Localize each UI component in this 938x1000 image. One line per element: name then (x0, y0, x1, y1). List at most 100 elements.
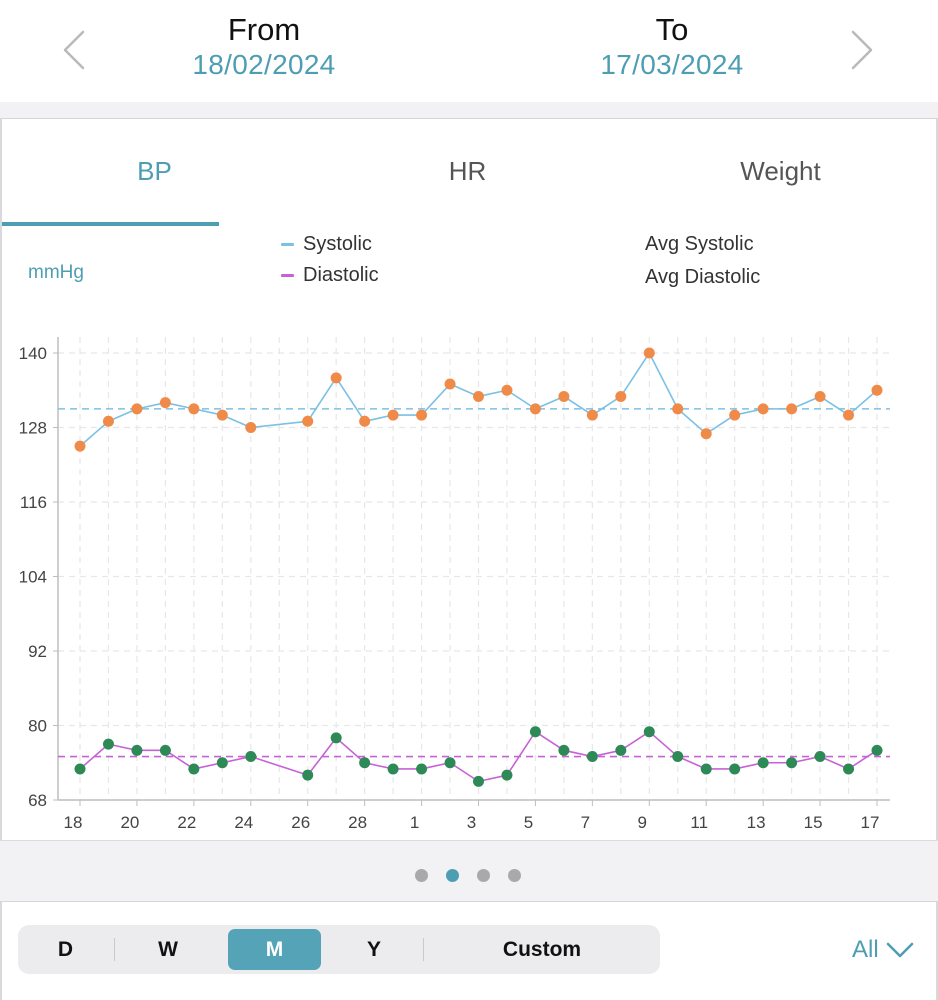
period-year-button[interactable]: Y (366, 937, 381, 961)
to-date: 17/03/2024 (600, 49, 744, 80)
x-tick-label: 18 (64, 813, 83, 832)
active-tab-indicator (2, 222, 219, 226)
from-label: From (227, 12, 301, 47)
diastolic-data-point[interactable] (814, 751, 826, 763)
systolic-data-point[interactable] (302, 415, 314, 427)
y-tick-label: 68 (28, 791, 47, 810)
tab-weight[interactable]: Weight (740, 155, 821, 186)
pager-dot[interactable] (446, 869, 459, 882)
diastolic-data-point[interactable] (159, 744, 171, 756)
period-week-button[interactable]: W (158, 937, 178, 961)
systolic-data-point[interactable] (786, 403, 798, 415)
diastolic-data-point[interactable] (245, 751, 257, 763)
diastolic-data-point[interactable] (586, 751, 598, 763)
diastolic-data-point[interactable] (871, 744, 883, 756)
diastolic-data-point[interactable] (188, 763, 200, 775)
from-date-block[interactable]: From 18/02/2024 (134, 12, 394, 82)
systolic-data-point[interactable] (586, 409, 598, 421)
diastolic-data-point[interactable] (359, 757, 371, 769)
systolic-data-point[interactable] (615, 390, 627, 402)
x-tick-label: 24 (234, 813, 253, 832)
diastolic-data-point[interactable] (843, 763, 855, 775)
diastolic-data-point[interactable] (558, 744, 570, 756)
y-tick-label: 128 (19, 419, 47, 438)
diastolic-data-point[interactable] (643, 726, 655, 738)
next-period-button[interactable] (838, 20, 886, 80)
systolic-data-point[interactable] (473, 390, 484, 402)
from-date: 18/02/2024 (192, 49, 336, 80)
diastolic-data-point[interactable] (74, 763, 86, 775)
systolic-data-point[interactable] (871, 384, 883, 396)
x-tick-label: 9 (638, 813, 647, 832)
systolic-data-point[interactable] (672, 403, 684, 415)
y-tick-label: 140 (19, 344, 47, 363)
y-tick-label: 116 (20, 493, 47, 512)
diastolic-data-point[interactable] (700, 763, 712, 775)
systolic-data-point[interactable] (501, 384, 513, 396)
systolic-data-point[interactable] (387, 409, 399, 421)
period-day-button[interactable]: D (57, 937, 74, 961)
bp-line-chart[interactable]: 18 20 22 24 26 28 1 3 5 7 9 11 13 15 17688092104116128… (0, 330, 938, 840)
x-tick-label: 13 (747, 813, 766, 832)
x-tick-label: 7 (581, 813, 590, 832)
systolic-data-point[interactable] (729, 409, 741, 421)
tab-bp[interactable]: BP (137, 155, 172, 186)
y-tick-label: 80 (28, 717, 47, 736)
tab-hr[interactable]: HR (448, 155, 487, 186)
systolic-data-point[interactable] (558, 390, 570, 402)
diastolic-data-point[interactable] (444, 757, 456, 769)
x-tick-label: 22 (177, 813, 196, 832)
systolic-data-point[interactable] (700, 428, 712, 440)
systolic-data-point[interactable] (444, 378, 456, 390)
period-month-button[interactable]: M (228, 929, 321, 970)
to-date-block[interactable]: To 17/03/2024 (542, 12, 802, 82)
diastolic-data-point[interactable] (416, 763, 428, 775)
all-filter-label: All (852, 936, 879, 963)
x-tick-label: 17 (861, 813, 880, 832)
systolic-data-point[interactable] (416, 409, 428, 421)
systolic-data-point[interactable] (643, 347, 655, 359)
frame-left-border (0, 0, 2, 1000)
systolic-data-point[interactable] (159, 397, 171, 409)
diastolic-data-point[interactable] (102, 738, 114, 750)
pager-dot[interactable] (477, 869, 490, 882)
legend-systolic: Systolic (281, 230, 372, 258)
period-custom-button[interactable]: Custom (502, 937, 582, 961)
pager-dot[interactable] (415, 869, 428, 882)
systolic-data-point[interactable] (757, 403, 769, 415)
systolic-swatch (281, 242, 294, 246)
diastolic-data-point[interactable] (387, 763, 399, 775)
diastolic-data-point[interactable] (473, 775, 484, 787)
systolic-data-point[interactable] (843, 409, 855, 421)
systolic-data-point[interactable] (131, 403, 143, 415)
diastolic-data-point[interactable] (729, 763, 741, 775)
pager-dots (415, 869, 521, 882)
systolic-data-point[interactable] (359, 415, 371, 427)
diastolic-data-point[interactable] (672, 751, 684, 763)
all-filter-dropdown[interactable]: All (852, 932, 915, 968)
diastolic-data-point[interactable] (529, 726, 541, 738)
x-tick-label: 28 (348, 813, 367, 832)
systolic-data-point[interactable] (188, 403, 200, 415)
diastolic-data-point[interactable] (216, 757, 228, 769)
previous-period-button[interactable] (50, 20, 98, 80)
chevron-left-icon (63, 30, 85, 70)
systolic-data-point[interactable] (245, 422, 257, 433)
diastolic-data-point[interactable] (786, 757, 798, 769)
diastolic-data-point[interactable] (757, 757, 769, 769)
chevron-right-icon (851, 30, 873, 70)
pager-dot[interactable] (508, 869, 521, 882)
systolic-data-point[interactable] (814, 390, 826, 402)
diastolic-data-point[interactable] (615, 744, 627, 756)
diastolic-data-point[interactable] (302, 769, 314, 781)
diastolic-data-point[interactable] (501, 769, 513, 781)
systolic-data-point[interactable] (74, 440, 86, 452)
x-tick-label: 26 (291, 813, 310, 832)
systolic-data-point[interactable] (529, 403, 541, 415)
systolic-data-point[interactable] (102, 415, 114, 427)
y-tick-label: 92 (28, 642, 47, 661)
systolic-data-point[interactable] (330, 372, 342, 384)
diastolic-data-point[interactable] (330, 732, 342, 744)
systolic-data-point[interactable] (216, 409, 228, 421)
diastolic-data-point[interactable] (131, 744, 143, 756)
